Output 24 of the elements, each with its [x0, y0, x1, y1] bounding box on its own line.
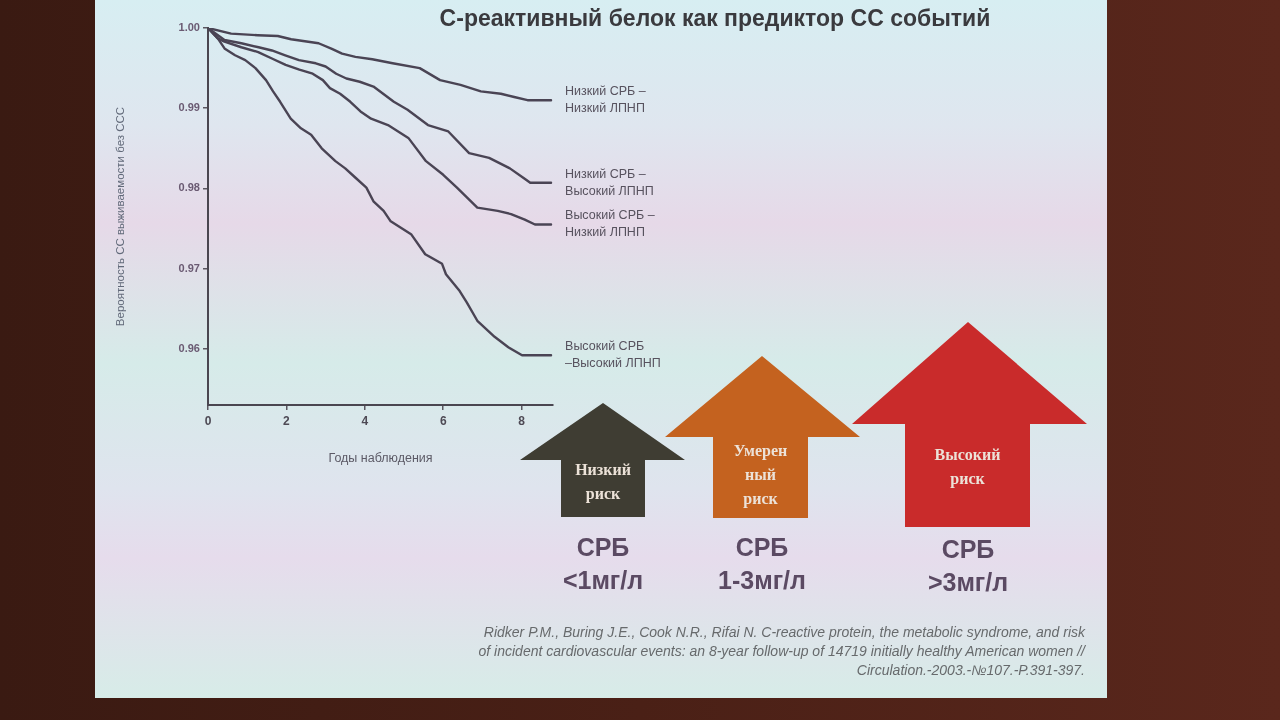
- x-tick-label: 6: [439, 413, 447, 428]
- y-tick-label: 1.00: [178, 21, 200, 34]
- series-label: Низкий СРБ – Высокий ЛПНП: [565, 166, 654, 198]
- x-tick-label: 2: [283, 413, 291, 428]
- text: Ridker P.M., Buring J.E., Cook N.R., Rifai N. C-reactive protein, the metabolic syndrome, and risk of incident cardiovascular events: an 8-year follow-up of 14719 initially healthy American women // Circulation.-2003.-№107.-P.391-397.: [477, 623, 1085, 680]
- x-tick-label: 8: [518, 413, 526, 428]
- x-tick-label: 4: [361, 413, 369, 428]
- y-tick-label: 0.97: [178, 261, 200, 274]
- text: Умерен ный риск: [732, 441, 789, 510]
- x-axis-title: Годы наблюдения: [328, 450, 433, 465]
- text: СРБ 1-3мг/л: [717, 532, 807, 596]
- text: С-реактивный белок как предиктор СС событий: [438, 5, 992, 32]
- y-axis-title: Вероятность СС выживаемости без ССС: [114, 106, 127, 327]
- text: Низкий риск: [574, 460, 632, 505]
- text: СРБ <1мг/л: [561, 532, 645, 596]
- y-tick-label: 0.99: [178, 101, 200, 114]
- y-tick-label: 0.98: [178, 181, 200, 194]
- text: СРБ >3мг/л: [926, 534, 1010, 598]
- x-tick-label: 0: [204, 413, 212, 428]
- series-label: Низкий СРБ – Низкий ЛПНП: [565, 84, 646, 116]
- text: Высокий риск: [933, 445, 1002, 490]
- series-label: Высокий СРБ –Высокий ЛПНП: [565, 339, 661, 371]
- y-tick-label: 0.96: [178, 341, 200, 354]
- series-label: Высокий СРБ – Низкий ЛПНП: [565, 208, 655, 240]
